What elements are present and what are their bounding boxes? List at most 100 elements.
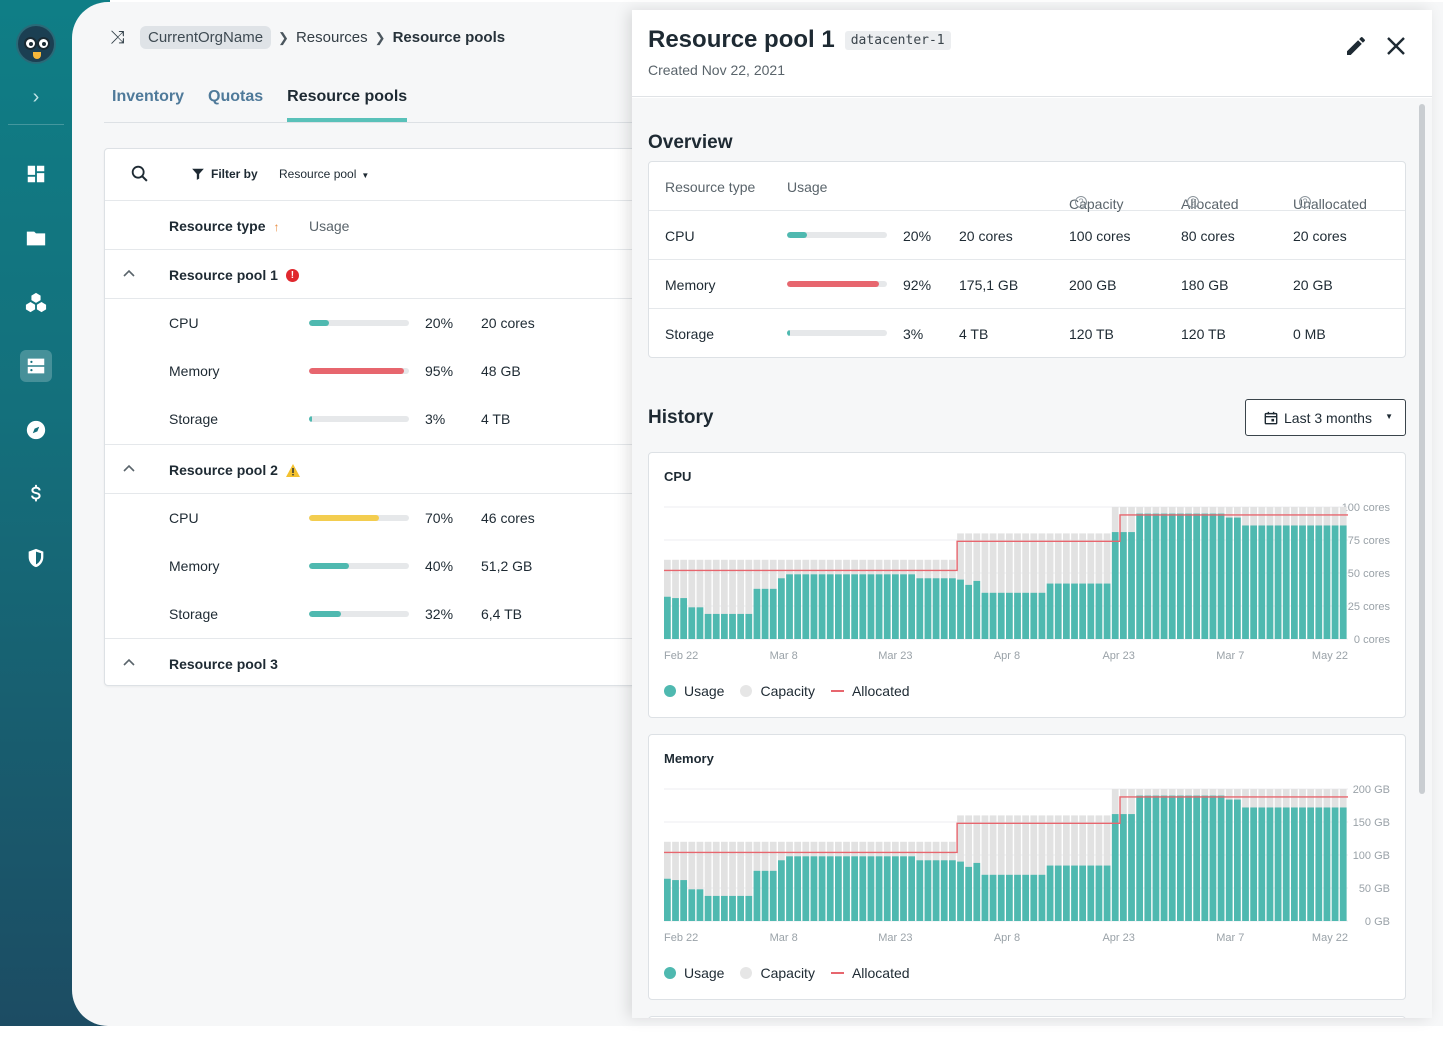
usage-bar[interactable] — [1063, 865, 1070, 921]
usage-bar[interactable] — [1274, 525, 1282, 639]
usage-bar[interactable] — [1250, 807, 1258, 921]
usage-bar[interactable] — [940, 578, 948, 639]
usage-bar[interactable] — [843, 574, 850, 639]
usage-bar[interactable] — [1201, 513, 1209, 639]
usage-bar[interactable] — [1152, 513, 1160, 639]
usage-bar[interactable] — [778, 860, 785, 921]
usage-bar[interactable] — [1095, 583, 1103, 639]
column-usage[interactable]: Usage — [309, 218, 350, 234]
usage-bar[interactable] — [981, 592, 989, 639]
usage-bar[interactable] — [883, 856, 891, 921]
usage-bar[interactable] — [1128, 532, 1135, 639]
usage-bar[interactable] — [1266, 807, 1274, 921]
drawer-scrollbar[interactable] — [1419, 104, 1425, 794]
usage-bar[interactable] — [778, 578, 785, 639]
usage-bar[interactable] — [688, 889, 696, 921]
usage-bar[interactable] — [843, 856, 850, 921]
legend-usage[interactable]: Usage — [664, 965, 724, 981]
usage-bar[interactable] — [1242, 807, 1249, 921]
usage-bar[interactable] — [1291, 807, 1298, 921]
filter-select[interactable]: Resource pool ▼ — [279, 167, 369, 181]
legend-capacity[interactable]: Capacity — [740, 965, 815, 981]
usage-bar[interactable] — [1274, 807, 1282, 921]
usage-bar[interactable] — [672, 598, 679, 639]
usage-bar[interactable] — [745, 895, 753, 921]
usage-bar[interactable] — [1038, 874, 1046, 921]
legend-allocated[interactable]: Allocated — [830, 683, 910, 699]
usage-bar[interactable] — [761, 588, 769, 639]
legend-allocated[interactable]: Allocated — [830, 965, 910, 981]
usage-bar[interactable] — [721, 613, 728, 639]
pool-row-3[interactable]: Resource pool 3 — [105, 639, 703, 688]
usage-bar[interactable] — [802, 856, 810, 921]
usage-bar[interactable] — [1250, 525, 1258, 639]
usage-bar[interactable] — [835, 856, 842, 921]
usage-bar[interactable] — [818, 856, 826, 921]
usage-bar[interactable] — [1046, 583, 1054, 639]
usage-bar[interactable] — [1234, 517, 1241, 639]
usage-bar[interactable] — [875, 856, 883, 921]
usage-bar[interactable] — [1022, 874, 1030, 921]
usage-bar[interactable] — [916, 860, 924, 921]
shuffle-icon[interactable]: ⤨ — [110, 27, 125, 47]
usage-bar[interactable] — [875, 574, 883, 639]
usage-bar[interactable] — [1242, 525, 1249, 639]
usage-bar[interactable] — [892, 574, 899, 639]
usage-bar[interactable] — [1136, 795, 1144, 921]
usage-bar[interactable] — [1079, 865, 1087, 921]
tab-resource-pools[interactable]: Resource pools — [287, 88, 408, 122]
usage-bar[interactable] — [826, 574, 834, 639]
usage-bar[interactable] — [1201, 795, 1209, 921]
usage-bar[interactable] — [696, 889, 704, 921]
usage-bar[interactable] — [1006, 874, 1013, 921]
dollar-icon[interactable] — [20, 478, 52, 510]
usage-bar[interactable] — [883, 574, 891, 639]
usage-bar[interactable] — [1160, 513, 1168, 639]
usage-bar[interactable] — [1307, 807, 1315, 921]
usage-bar[interactable] — [892, 856, 899, 921]
usage-bar[interactable] — [932, 578, 940, 639]
usage-bar[interactable] — [1168, 795, 1176, 921]
usage-bar[interactable] — [1315, 807, 1323, 921]
usage-bar[interactable] — [1006, 592, 1013, 639]
filter-by-button[interactable]: Filter by — [191, 167, 258, 181]
breadcrumb-resources[interactable]: Resources — [295, 29, 368, 46]
usage-bar[interactable] — [997, 592, 1005, 639]
usage-bar[interactable] — [989, 592, 997, 639]
owl-logo[interactable] — [16, 24, 56, 64]
usage-bar[interactable] — [851, 856, 859, 921]
usage-bar[interactable] — [1225, 517, 1233, 639]
usage-bar[interactable] — [1209, 795, 1217, 921]
usage-bar[interactable] — [940, 860, 948, 921]
usage-bar[interactable] — [1111, 532, 1119, 639]
usage-bar[interactable] — [859, 574, 867, 639]
help-icon[interactable]: ? — [1187, 196, 1199, 208]
usage-bar[interactable] — [802, 574, 810, 639]
usage-bar[interactable] — [1193, 795, 1201, 921]
folder-icon[interactable] — [20, 222, 52, 254]
usage-bar[interactable] — [1030, 874, 1038, 921]
usage-bar[interactable] — [818, 574, 826, 639]
usage-bar[interactable] — [1030, 592, 1038, 639]
usage-bar[interactable] — [794, 856, 802, 921]
usage-bar[interactable] — [1095, 865, 1103, 921]
usage-bar[interactable] — [753, 870, 761, 921]
usage-bar[interactable] — [867, 574, 875, 639]
usage-bar[interactable] — [973, 862, 981, 921]
usage-bar[interactable] — [1144, 795, 1152, 921]
time-range-dropdown[interactable]: Last 3 months ▼ — [1245, 399, 1406, 436]
usage-bar[interactable] — [1315, 525, 1323, 639]
usage-bar[interactable] — [1128, 814, 1135, 921]
usage-bar[interactable] — [1266, 525, 1274, 639]
usage-bar[interactable] — [997, 874, 1005, 921]
usage-bar[interactable] — [1225, 799, 1233, 921]
usage-bar[interactable] — [1323, 807, 1331, 921]
usage-bar[interactable] — [1054, 865, 1062, 921]
search-icon[interactable] — [129, 163, 151, 185]
usage-bar[interactable] — [851, 574, 859, 639]
usage-bar[interactable] — [1071, 865, 1078, 921]
edit-pencil-icon[interactable] — [1344, 34, 1368, 58]
usage-bar[interactable] — [664, 596, 671, 639]
usage-bar[interactable] — [1120, 532, 1127, 639]
usage-bar[interactable] — [680, 880, 688, 921]
